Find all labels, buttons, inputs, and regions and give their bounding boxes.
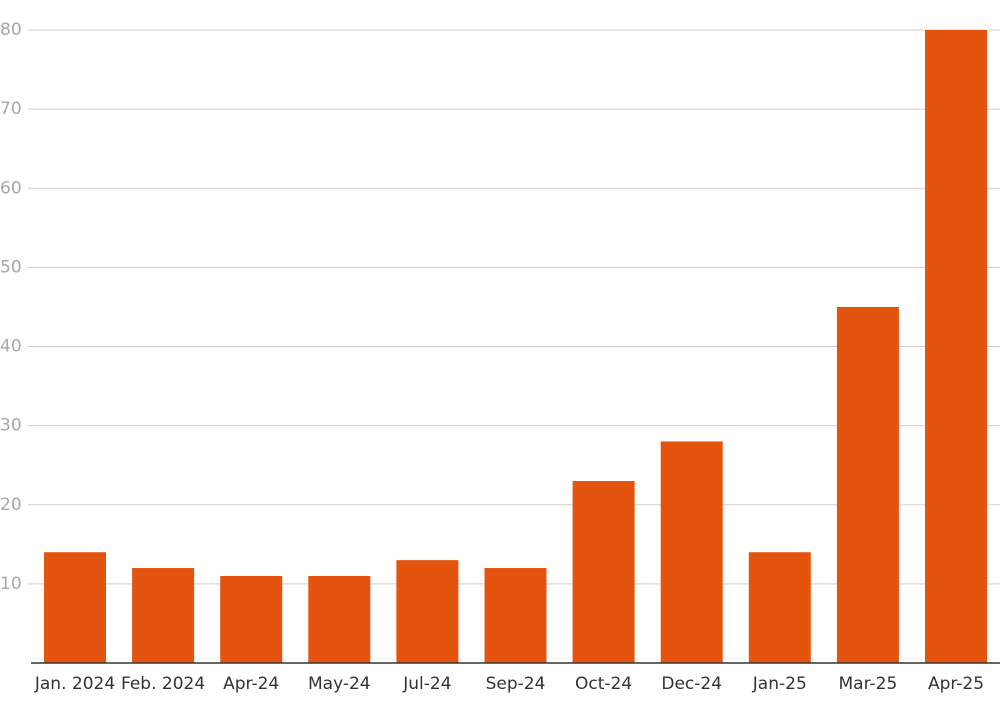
y-tick-label: 20 (0, 495, 22, 515)
bar (836, 306, 899, 663)
y-tick-label: 60 (0, 178, 22, 198)
bar (308, 575, 371, 663)
x-tick-label: Sep-24 (486, 674, 546, 694)
x-tick-label: Jan-25 (752, 674, 807, 694)
bar (132, 568, 195, 663)
bar (748, 552, 811, 663)
y-tick-label: 40 (0, 337, 22, 357)
bar (484, 568, 547, 663)
x-tick-label: Apr-25 (928, 674, 984, 694)
bar (572, 481, 635, 663)
x-tick-label: May-24 (308, 674, 371, 694)
x-tick-label: Jul-24 (402, 674, 451, 694)
x-tick-label: Mar-25 (839, 674, 898, 694)
x-tick-label: Dec-24 (661, 674, 722, 694)
bar (925, 30, 987, 663)
x-tick-label: Jan. 2024 (34, 674, 115, 694)
y-tick-label: 30 (0, 416, 22, 436)
y-tick-label: 50 (0, 257, 22, 277)
y-tick-label: 70 (0, 99, 22, 119)
x-tick-label: Oct-24 (575, 674, 632, 694)
x-tick-label: Apr-24 (223, 674, 279, 694)
bar (44, 552, 106, 663)
bar (660, 441, 723, 663)
bar (220, 575, 283, 663)
y-tick-label: 80 (0, 20, 22, 40)
bar (396, 560, 459, 663)
x-tick-label: Feb. 2024 (121, 674, 205, 694)
y-tick-label: 10 (0, 574, 22, 594)
